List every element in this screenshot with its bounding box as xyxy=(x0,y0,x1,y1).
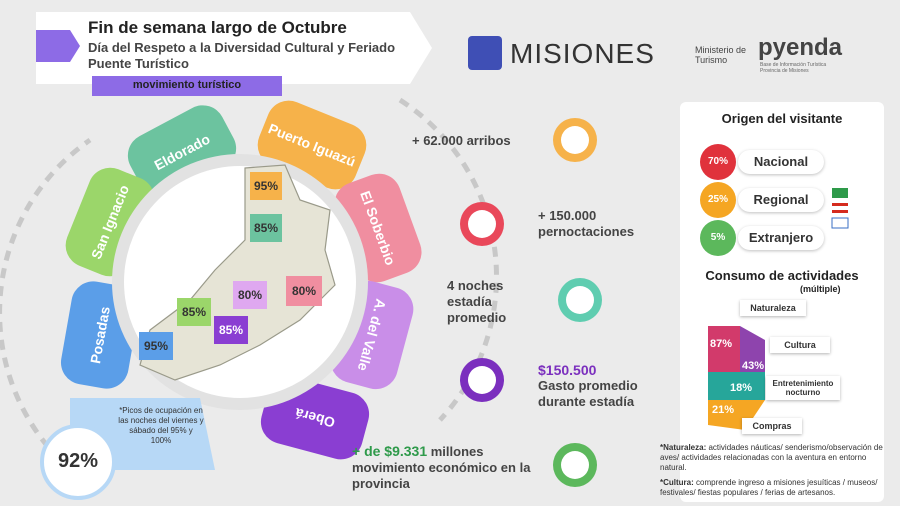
dashed-arc xyxy=(0,137,92,462)
subtitle: Día del Respeto a la Diversidad Cultural… xyxy=(88,40,396,71)
header-accent xyxy=(36,30,80,62)
activity-label: Entretenimiento nocturno xyxy=(766,376,840,400)
stat-text: 4 noches estadía promedio xyxy=(447,278,507,325)
logo-ministerio: Ministerio de Turismo xyxy=(695,45,747,65)
origin-label: Extranjero xyxy=(738,226,824,250)
note-text: actividades náuticas/ senderismo/observa… xyxy=(660,443,883,472)
map-label: 80% xyxy=(291,284,317,298)
origin-label: Regional xyxy=(738,188,824,212)
activity-label: Compras xyxy=(742,418,802,434)
origin-circle xyxy=(700,144,736,180)
origin-pct: 5% xyxy=(710,232,726,243)
map-label: 80% xyxy=(237,288,263,302)
logo-misiones: MISIONES xyxy=(510,38,655,69)
province-map xyxy=(139,164,336,381)
occupancy-circle xyxy=(40,424,116,500)
activities-title: Consumo de actividades xyxy=(705,268,859,283)
note-label: *Naturaleza: xyxy=(660,443,707,452)
map-label: 85% xyxy=(181,305,207,319)
map-badge xyxy=(250,172,282,200)
map-label: 85% xyxy=(218,323,244,337)
occupancy-value: 92% xyxy=(57,450,99,472)
map-label: 85% xyxy=(253,221,279,235)
tag-background xyxy=(92,76,282,96)
map-badge xyxy=(250,214,282,242)
stat-text: millones movimiento económico en la prov… xyxy=(352,444,531,491)
origin-circle xyxy=(700,182,736,218)
map-label: 95% xyxy=(253,179,279,193)
stat-highlight: + de $9.331 xyxy=(352,443,428,459)
activity-label: Naturaleza xyxy=(740,300,806,316)
origin-label: Nacional xyxy=(738,150,824,174)
map-badge xyxy=(233,281,267,309)
map-badge xyxy=(177,298,211,326)
logo-pyenda: pyenda xyxy=(758,34,843,61)
note: *Cultura: comprende ingreso a misiones j… xyxy=(660,478,890,498)
logo-pyenda-sub: Base de Información Turística Provincia … xyxy=(760,62,827,74)
header-banner xyxy=(36,12,432,84)
note-label: *Cultura: xyxy=(660,478,694,487)
stat-block: + de $9.331 millones movimiento económic… xyxy=(352,443,532,492)
note-text: comprende ingreso a misiones jesuíticas … xyxy=(660,478,878,497)
occupancy-note: *Picos de ocupación en las noches del vi… xyxy=(118,406,204,445)
origin-pct: 25% xyxy=(707,194,728,205)
map-badge xyxy=(214,316,248,344)
title: Fin de semana largo de Octubre xyxy=(88,18,347,37)
stat-text: + 150.000 pernoctaciones xyxy=(538,208,635,239)
activity-fan xyxy=(708,326,765,430)
activities-subtitle: (múltiple) xyxy=(800,284,841,294)
stat-highlight: $150.500 xyxy=(538,362,597,378)
activity-pct: 87% xyxy=(710,338,733,350)
activity-pct: 21% xyxy=(712,404,735,416)
logo-icon xyxy=(468,36,502,70)
activity-pct: 18% xyxy=(730,382,753,394)
stat-text: + 62.000 arribos xyxy=(412,133,511,148)
origin-circle xyxy=(700,220,736,256)
flags xyxy=(831,188,849,229)
activity-pct: 43% xyxy=(742,360,765,372)
stat-icons xyxy=(460,118,602,487)
activity-label: Cultura xyxy=(770,337,830,353)
origin-title: Origen del visitante xyxy=(721,111,843,126)
stat-text: Gasto promedio durante estadía xyxy=(538,378,638,409)
origin-pct: 70% xyxy=(707,156,728,167)
map-label: 95% xyxy=(143,339,169,353)
note: *Naturaleza: actividades náuticas/ sende… xyxy=(660,443,890,473)
tag: movimiento turístico xyxy=(132,79,242,91)
map-badge xyxy=(286,276,322,306)
map-badge xyxy=(139,332,173,360)
